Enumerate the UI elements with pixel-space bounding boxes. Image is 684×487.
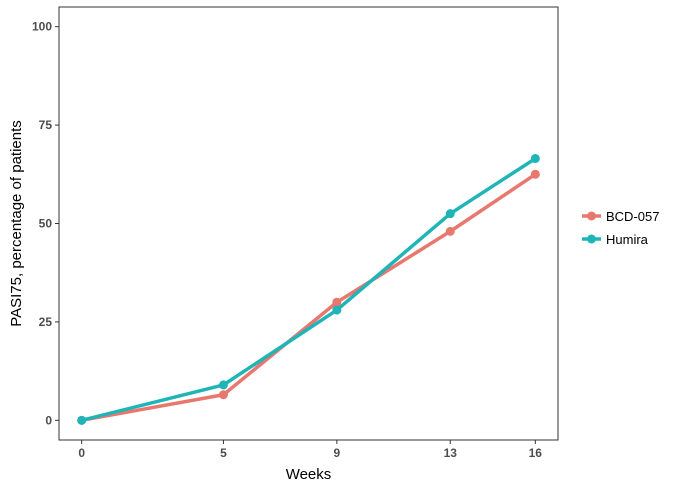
data-point-bcd-057 [445,226,455,236]
data-point-humira [530,154,540,164]
y-tick-label: 0 [45,413,52,427]
y-tick-label: 25 [39,315,53,329]
plot-panel [58,6,559,441]
x-axis-title: Weeks [286,466,332,483]
y-tick-label: 50 [39,217,53,231]
data-point-bcd-057 [332,297,342,307]
series-humira [77,154,540,425]
data-point-bcd-057 [530,169,540,179]
data-point-bcd-057 [218,390,228,400]
x-tick-label: 5 [220,446,227,460]
y-tick-label: 75 [39,118,53,132]
data-point-humira [77,415,87,425]
x-axis: 0 5 9 13 16 [78,440,542,460]
legend-item-humira: Humira [582,232,649,247]
data-point-humira [332,305,342,315]
data-point-humira [218,380,228,390]
x-tick-label: 16 [529,446,543,460]
series-layer [77,154,540,425]
legend-item-bcd-057: BCD-057 [582,209,659,224]
y-tick-label: 100 [32,20,52,34]
data-point-humira [445,209,455,219]
legend: BCD-057 Humira [582,209,659,247]
legend-label: BCD-057 [606,209,659,224]
y-axis: 0 25 50 75 100 [32,20,59,427]
legend-key-point [587,234,596,244]
y-axis-title: PASI75, percentage of patients [8,120,25,327]
x-tick-label: 13 [444,446,458,460]
x-tick-label: 0 [78,446,85,460]
x-tick-label: 9 [334,446,341,460]
legend-key-point [587,211,596,221]
legend-label: Humira [606,232,649,247]
